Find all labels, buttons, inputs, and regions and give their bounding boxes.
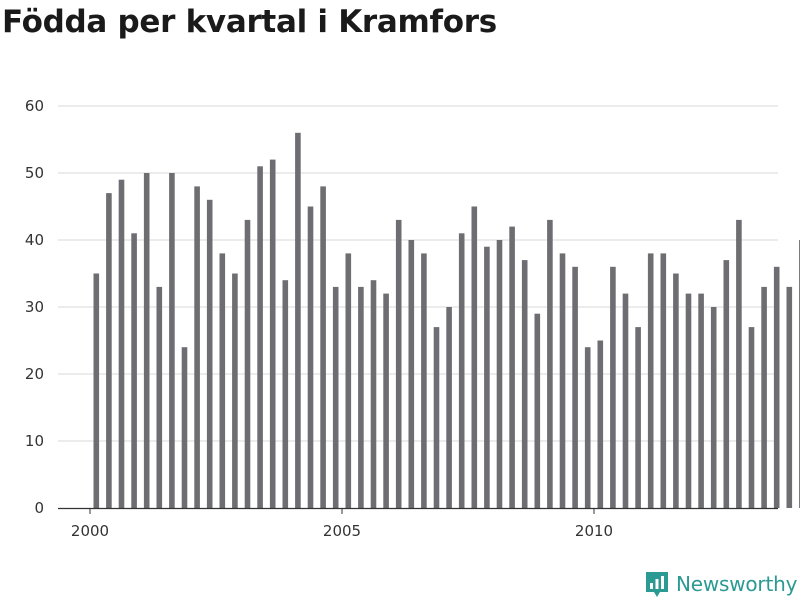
bar: [610, 266, 616, 508]
bar: [685, 293, 692, 508]
bar: [773, 266, 780, 508]
bar: [547, 219, 553, 508]
bar: [332, 286, 339, 508]
bar: [320, 186, 326, 508]
bar: [446, 307, 452, 508]
bar: [647, 253, 654, 508]
bar: [206, 199, 213, 509]
bar: [635, 327, 641, 508]
bar: [458, 233, 465, 509]
bar: [143, 173, 150, 508]
bar: [597, 340, 604, 508]
bar: [673, 273, 679, 508]
newsworthy-logo-icon: [646, 572, 668, 597]
bar: [232, 273, 238, 508]
bar: [660, 253, 667, 508]
bar: [257, 166, 263, 509]
bar: [106, 193, 112, 508]
bar: [93, 273, 100, 508]
gridlines: [58, 105, 778, 442]
bar: [219, 253, 226, 508]
bar: [408, 240, 415, 508]
bar: [282, 280, 289, 508]
bar: [269, 159, 276, 508]
bar: [358, 286, 364, 508]
bar: [786, 286, 793, 508]
x-tick-label: 2000: [71, 522, 109, 540]
bar: [118, 179, 125, 508]
y-tick-label: 0: [34, 499, 44, 517]
brand-name: Newsworthy: [676, 572, 798, 596]
bar: [395, 219, 402, 508]
bar: [761, 286, 767, 508]
bar: [244, 219, 251, 508]
bar: [748, 327, 755, 508]
bar: [509, 226, 515, 508]
bar: [421, 253, 427, 508]
x-axis: 200020052010201520202025: [58, 507, 778, 540]
brand-logo: Newsworthy: [644, 570, 797, 598]
bar: [433, 327, 440, 508]
x-tick-label: 2010: [575, 522, 613, 540]
bar: [622, 293, 629, 508]
y-tick-label: 10: [25, 432, 44, 450]
x-tick-label: 2005: [323, 522, 361, 540]
bar: [295, 132, 301, 509]
bar: [521, 260, 528, 508]
bar: [471, 206, 478, 508]
bar: [181, 347, 188, 508]
y-tick-label: 50: [25, 164, 44, 182]
bar: [194, 186, 200, 508]
bar: [559, 253, 566, 508]
y-axis-labels: 0 10 20 30 40 50 60: [25, 97, 44, 517]
bar: [370, 280, 377, 508]
bar: [169, 173, 175, 508]
bar: [383, 293, 389, 508]
bar: [484, 246, 490, 508]
bar: [584, 347, 591, 508]
bar: [156, 286, 163, 508]
bar: [698, 293, 704, 508]
bar: [496, 240, 503, 508]
bars: [93, 132, 800, 509]
bar: [572, 266, 578, 508]
y-tick-label: 40: [25, 231, 44, 249]
bar: [345, 253, 352, 508]
bar: [736, 219, 742, 508]
bar: [131, 233, 137, 509]
bar: [710, 307, 717, 508]
y-tick-label: 60: [25, 97, 44, 115]
y-tick-label: 20: [25, 365, 44, 383]
bar: [307, 206, 314, 508]
bar: [534, 313, 541, 508]
bar: [723, 260, 730, 508]
chart-title: Födda per kvartal i Kramfors: [2, 4, 497, 40]
y-tick-label: 30: [25, 298, 44, 316]
